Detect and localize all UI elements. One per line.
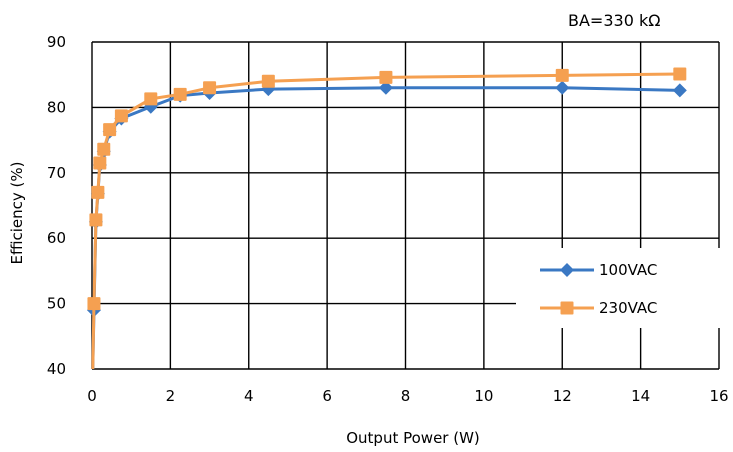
x-tick-label: 0: [87, 387, 97, 405]
data-point: [203, 81, 217, 95]
legend-background: [516, 248, 720, 328]
legend: 100VAC 230VAC: [516, 248, 720, 328]
x-axis-title: Output Power (W): [346, 429, 480, 447]
data-point: [144, 92, 158, 106]
data-point: [89, 213, 103, 227]
x-tick-label: 10: [474, 387, 493, 405]
y-tick-label: 70: [47, 164, 66, 182]
y-tick-label: 80: [47, 98, 66, 116]
x-tick-label: 8: [401, 387, 411, 405]
y-tick-label: 90: [47, 33, 66, 51]
x-tick-label: 16: [709, 387, 728, 405]
data-point: [560, 263, 574, 277]
x-tick-label: 12: [553, 387, 572, 405]
data-point: [87, 297, 101, 311]
data-point: [560, 301, 574, 315]
y-axis-title: Efficiency (%): [8, 162, 26, 265]
x-tick-label: 2: [166, 387, 176, 405]
data-point: [97, 142, 111, 156]
x-tick-label: 14: [631, 387, 650, 405]
data-point: [91, 185, 105, 199]
data-point: [672, 83, 687, 98]
data-point: [673, 67, 687, 81]
y-tick-label: 50: [47, 295, 66, 313]
data-point: [103, 123, 117, 137]
data-point: [173, 87, 187, 101]
x-tick-label: 4: [244, 387, 254, 405]
data-point: [93, 156, 107, 170]
data-point: [555, 80, 570, 95]
chart-annotation: BA=330 kΩ: [568, 11, 660, 30]
legend-label: 100VAC: [599, 261, 657, 279]
series-layer: [86, 67, 687, 370]
tick-labels: 40 50 60 70 80 90 0 2 4 6 8 10 12 14 16: [47, 33, 729, 405]
legend-label: 230VAC: [599, 299, 657, 317]
x-tick-label: 6: [322, 387, 332, 405]
y-tick-label: 60: [47, 229, 66, 247]
y-tick-label: 40: [47, 360, 66, 378]
data-point: [555, 68, 569, 82]
data-point: [261, 74, 275, 88]
data-point: [378, 80, 393, 95]
data-point: [114, 109, 128, 123]
data-point: [379, 70, 393, 84]
series-230VAC: [87, 67, 687, 370]
